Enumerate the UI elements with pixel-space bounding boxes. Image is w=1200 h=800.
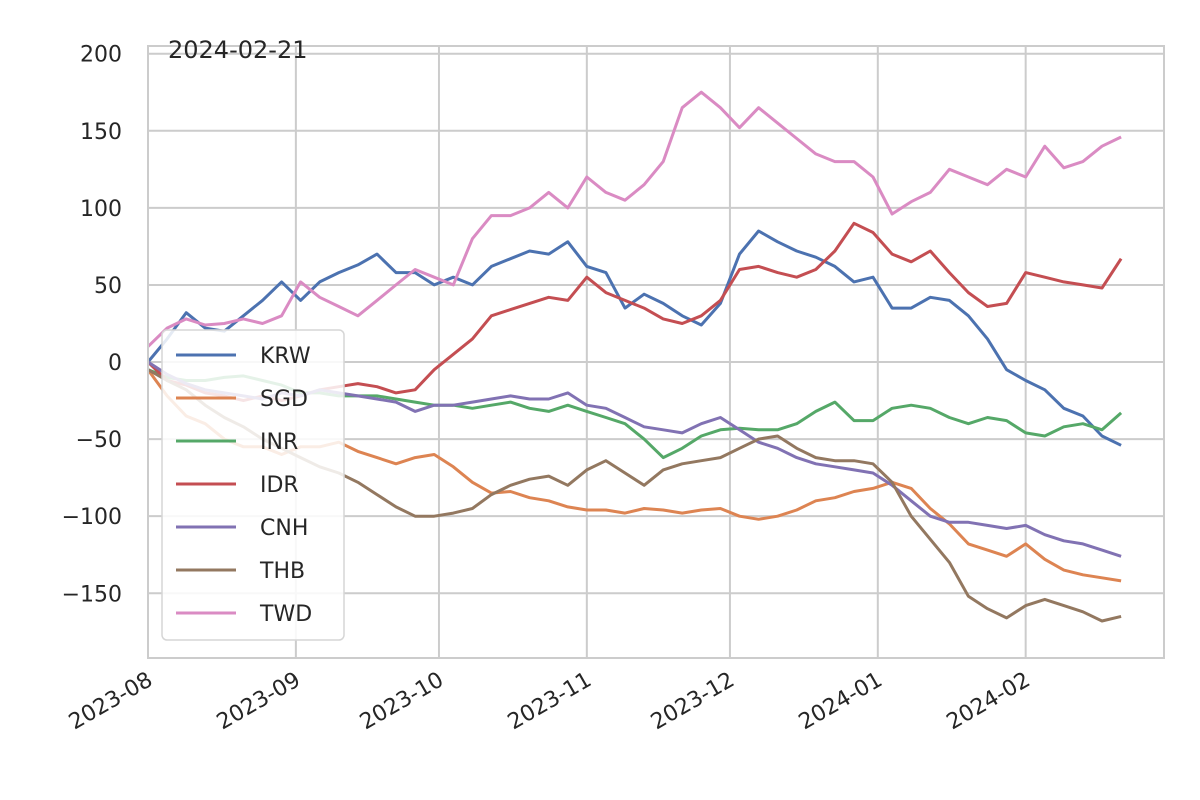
y-tick-label: −150 [62, 582, 122, 607]
grid-lines [147, 46, 1164, 658]
y-tick-label: −50 [76, 428, 122, 453]
legend-label: KRW [260, 344, 311, 369]
chart-annotation: 2024-02-21 [168, 36, 307, 64]
legend-label: INR [260, 430, 298, 455]
legend-box [161, 329, 345, 641]
legend-label: SGD [260, 387, 308, 412]
y-tick-label: 200 [80, 43, 122, 68]
y-tick-label: 50 [94, 274, 122, 299]
legend-label: IDR [260, 473, 299, 498]
legend: KRW SGD INR IDR CNH THB TWD [161, 329, 345, 641]
y-axis-ticks: 200 150 100 50 0 −50 −100 −150 [62, 43, 122, 608]
y-tick-label: 0 [108, 351, 122, 376]
y-tick-label: 150 [80, 120, 122, 145]
legend-label: CNH [260, 516, 308, 541]
y-tick-label: −100 [62, 505, 122, 530]
plot-frame [147, 45, 1165, 659]
series-line-twd [146, 90, 1122, 348]
legend-label: TWD [259, 602, 312, 627]
legend-label: THB [259, 559, 305, 584]
y-tick-label: 100 [80, 197, 122, 222]
